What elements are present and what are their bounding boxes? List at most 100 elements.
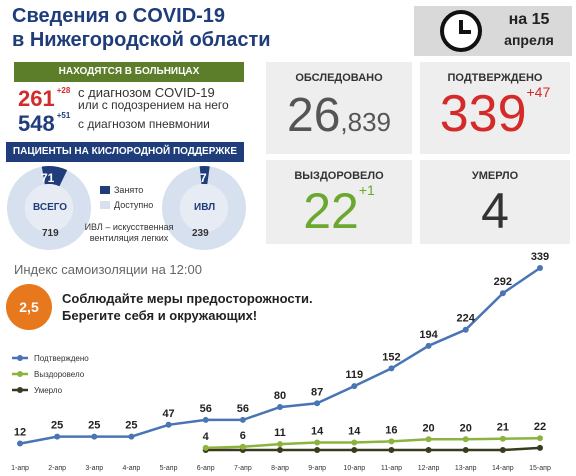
title-line-2: в Нижегородской области: [12, 29, 271, 51]
card-confirmed-label: ПОДТВЕРЖДЕНО: [447, 72, 543, 84]
date-line-1: на 15: [508, 11, 550, 28]
legend-occupied-label: Занято: [114, 185, 144, 195]
title-line-1: Сведения о COVID-19: [12, 5, 226, 27]
legend-marker: [17, 355, 23, 361]
data-label: 25: [88, 420, 100, 432]
x-tick-label: 12-апр: [418, 465, 440, 472]
clock-icon: [440, 10, 482, 52]
data-label: 22: [534, 421, 546, 433]
date-line-2: апреля: [504, 32, 554, 48]
isolation-value: 2,5: [6, 284, 52, 330]
data-point: [499, 435, 506, 442]
data-label: 25: [51, 420, 63, 432]
data-label: 224: [457, 313, 476, 325]
x-tick-label: 11-апр: [381, 465, 402, 472]
card-recovered-number: 22: [303, 183, 359, 239]
hosp-covid-delta: +28: [56, 86, 71, 95]
data-point: [425, 447, 432, 453]
x-tick-label: 13-апр: [455, 465, 477, 472]
data-label: 56: [200, 403, 212, 415]
isolation-index-label: Индекс самоизоляции на 12:00: [14, 262, 202, 277]
data-label: 80: [274, 390, 286, 402]
card-recovered-delta: +1: [358, 182, 375, 198]
data-point: [54, 433, 61, 440]
hosp-pneumonia-desc: с диагнозом пневмонии: [78, 117, 210, 131]
legend-marker: [17, 371, 23, 377]
data-label: 25: [125, 420, 137, 432]
data-label: 4: [203, 431, 210, 443]
data-point: [351, 439, 358, 446]
legend-available-swatch: [100, 201, 110, 209]
data-point: [314, 447, 321, 453]
data-label: 16: [385, 424, 397, 436]
x-tick-label: 9-апр: [308, 465, 326, 472]
data-label: 292: [494, 276, 512, 288]
series-line-2: [205, 446, 541, 452]
data-point: [277, 441, 283, 448]
ivl-occupied-label: 7: [200, 171, 207, 185]
ivl-note-1: ИВЛ – искусственная: [84, 222, 174, 232]
data-point: [314, 439, 321, 446]
card-tested-label: ОБСЛЕДОВАНО: [295, 72, 383, 84]
x-tick-label: 7-апр: [234, 465, 252, 472]
warning-text: Соблюдайте меры предосторожности. Береги…: [62, 290, 313, 324]
card-confirmed-number: 339: [439, 85, 527, 143]
data-point: [388, 438, 395, 445]
data-point: [351, 383, 358, 390]
data-point: [388, 365, 395, 372]
hospitals-header: НАХОДЯТСЯ В БОЛЬНИЦАХ: [14, 62, 244, 82]
series-line-1: [205, 436, 541, 450]
total-donut-label: ВСЕГО: [33, 202, 67, 213]
data-point: [388, 447, 395, 453]
total-occupied-label: 71: [41, 171, 55, 185]
data-label: 47: [162, 408, 174, 420]
hosp-covid-desc-2: или с подозрением на него: [78, 98, 229, 112]
hosp-covid-number: 261: [18, 86, 55, 111]
data-point: [462, 447, 469, 453]
card-confirmed-value: 339+47: [420, 84, 570, 144]
data-label: 6: [240, 430, 246, 442]
cases-chart: 1-апр 2-апр 3-апр 4-апр 5-апр 6-апр 7-апр 8-апр…: [11, 251, 551, 472]
x-tick-label: 3-апр: [85, 465, 103, 472]
hosp-covid-desc-1: с диагнозом COVID-19: [78, 85, 215, 100]
data-label: 194: [419, 329, 438, 341]
card-confirmed-delta: +47: [526, 84, 551, 100]
data-label: 87: [311, 386, 323, 398]
data-point: [462, 436, 469, 443]
card-recovered-label: ВЫЗДОРОВЕЛО: [294, 170, 384, 182]
hosp-pneumonia-value: 548 +51: [18, 111, 70, 137]
oxygen-header: ПАЦИЕНТЫ НА КИСЛОРОДНОЙ ПОДДЕРЖКЕ: [6, 142, 244, 162]
data-label: 119: [345, 369, 363, 381]
data-point: [277, 447, 283, 453]
data-point: [202, 444, 209, 451]
data-label: 11: [274, 427, 286, 439]
data-point: [537, 265, 543, 271]
card-died-number: 4: [481, 183, 509, 239]
data-point: [239, 443, 246, 450]
total-donut-center: [25, 184, 73, 232]
card-died-label: УМЕРЛО: [471, 170, 519, 182]
data-point: [202, 416, 209, 423]
data-point: [499, 447, 506, 453]
ivl-donut-center: [180, 184, 228, 232]
hosp-covid-value: 261 +28: [18, 86, 70, 112]
card-recovered: ВЫЗДОРОВЕЛО 22+1: [266, 160, 412, 244]
legend-label: Выздоровело: [34, 370, 85, 379]
total-capacity-label: 719: [42, 228, 59, 239]
warning-line-2: Берегите себя и окружающих!: [62, 308, 258, 323]
data-label: 56: [237, 403, 249, 415]
x-tick-label: 1-апр: [11, 465, 29, 472]
hosp-covid-desc: с диагнозом COVID-19 или с подозрением н…: [78, 86, 229, 112]
total-donut-occupied: [7, 166, 91, 250]
data-point: [91, 433, 98, 440]
card-confirmed: ПОДТВЕРЖДЕНО 339+47: [420, 62, 570, 154]
hosp-pneumonia-delta: +51: [56, 111, 71, 120]
hosp-pneumonia-number: 548: [18, 111, 55, 136]
data-point: [537, 435, 543, 442]
x-tick-label: 4-апр: [123, 465, 141, 472]
card-died-value: 4: [420, 182, 570, 240]
legend-marker: [17, 387, 23, 393]
data-point: [17, 440, 23, 447]
data-label: 14: [348, 425, 361, 437]
data-point: [314, 400, 321, 407]
